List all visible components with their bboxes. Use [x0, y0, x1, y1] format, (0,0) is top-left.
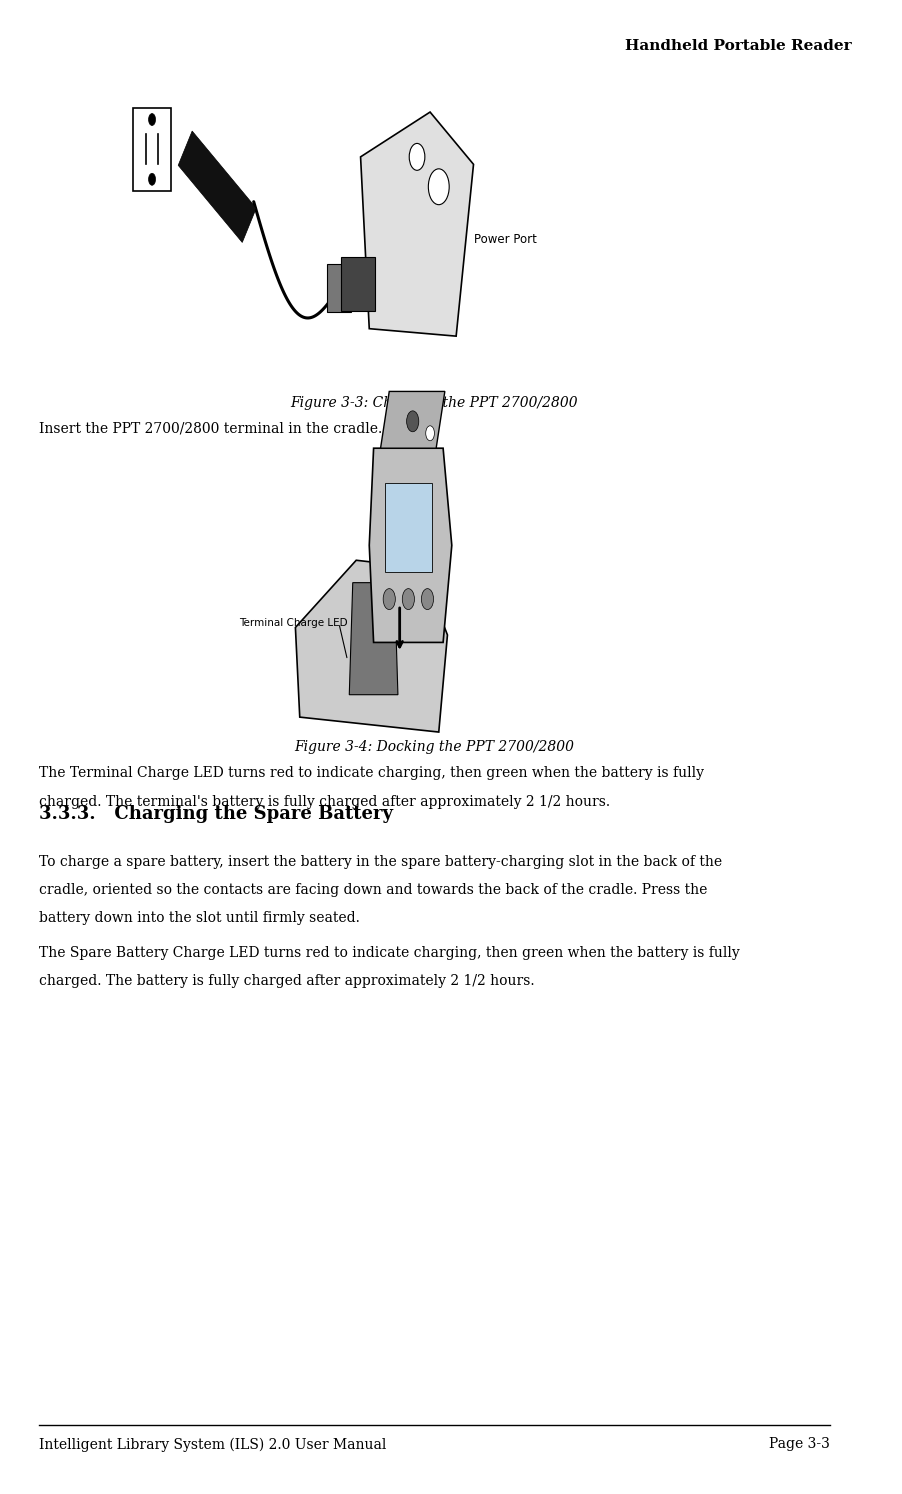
Text: charged. The battery is fully charged after approximately 2 1/2 hours.: charged. The battery is fully charged af…: [39, 974, 535, 988]
Circle shape: [421, 589, 434, 610]
Polygon shape: [361, 112, 474, 336]
Polygon shape: [179, 131, 256, 242]
Bar: [341, 257, 375, 311]
Text: Intelligent Library System (ILS) 2.0 User Manual: Intelligent Library System (ILS) 2.0 Use…: [39, 1437, 386, 1452]
Bar: [133, 108, 171, 191]
Circle shape: [402, 589, 414, 610]
Text: Terminal Charge LED: Terminal Charge LED: [239, 619, 347, 627]
Bar: [385, 483, 432, 572]
Text: battery down into the slot until firmly seated.: battery down into the slot until firmly …: [39, 911, 360, 925]
Polygon shape: [349, 583, 398, 695]
Circle shape: [149, 114, 155, 125]
Polygon shape: [296, 560, 447, 732]
Text: Power Port: Power Port: [474, 233, 537, 245]
Circle shape: [407, 411, 419, 432]
Text: Handheld Portable Reader: Handheld Portable Reader: [625, 39, 851, 52]
Text: 3.3.3.   Charging the Spare Battery: 3.3.3. Charging the Spare Battery: [39, 805, 393, 823]
Text: Figure 3-4: Docking the PPT 2700/2800: Figure 3-4: Docking the PPT 2700/2800: [294, 740, 575, 753]
Circle shape: [410, 143, 425, 170]
Text: cradle, oriented so the contacts are facing down and towards the back of the cra: cradle, oriented so the contacts are fac…: [39, 883, 707, 896]
Text: Insert the PPT 2700/2800 terminal in the cradle.: Insert the PPT 2700/2800 terminal in the…: [39, 421, 382, 435]
Circle shape: [149, 173, 155, 185]
Text: The Spare Battery Charge LED turns red to indicate charging, then green when the: The Spare Battery Charge LED turns red t…: [39, 946, 740, 959]
Circle shape: [426, 426, 435, 441]
Text: charged. The terminal's battery is fully charged after approximately 2 1/2 hours: charged. The terminal's battery is fully…: [39, 795, 611, 808]
Polygon shape: [381, 391, 445, 448]
Text: Figure 3-3: Charging the PPT 2700/2800: Figure 3-3: Charging the PPT 2700/2800: [290, 396, 578, 409]
Circle shape: [383, 589, 395, 610]
Bar: [327, 264, 351, 312]
Polygon shape: [369, 448, 452, 642]
Circle shape: [428, 169, 449, 205]
Text: To charge a spare battery, insert the battery in the spare battery-charging slot: To charge a spare battery, insert the ba…: [39, 855, 723, 868]
Text: Page 3-3: Page 3-3: [769, 1437, 830, 1451]
Text: The Terminal Charge LED turns red to indicate charging, then green when the batt: The Terminal Charge LED turns red to ind…: [39, 766, 704, 780]
